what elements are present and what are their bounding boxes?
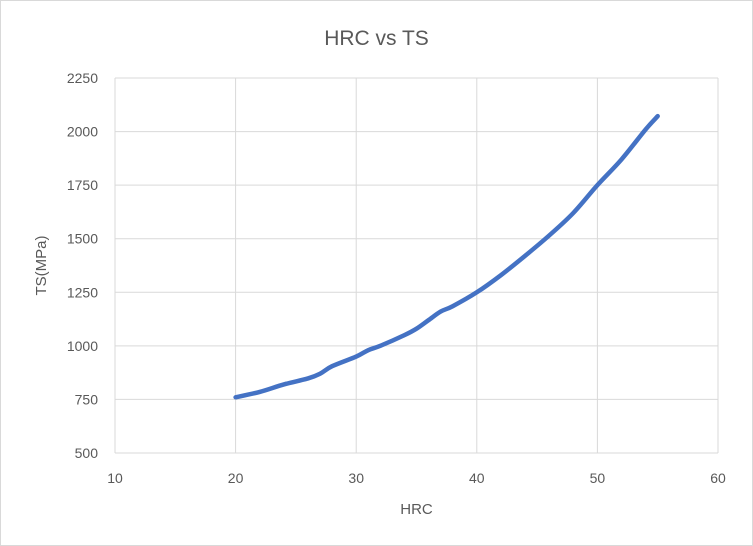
x-tick-label: 60 xyxy=(710,470,726,486)
series-point xyxy=(258,390,262,394)
series-point xyxy=(475,290,479,294)
series-point xyxy=(378,344,382,348)
series-point xyxy=(619,157,623,161)
chart-grid xyxy=(114,77,719,454)
y-tick-label: 1250 xyxy=(67,284,98,300)
series-point xyxy=(306,376,310,380)
x-tick-label: 20 xyxy=(228,470,244,486)
x-tick-label: 10 xyxy=(107,470,123,486)
series-point xyxy=(330,364,334,368)
series-point xyxy=(643,127,647,131)
x-tick-label: 50 xyxy=(590,470,606,486)
series-point xyxy=(318,372,322,376)
series-point xyxy=(499,273,503,277)
series-point xyxy=(402,333,406,337)
series-point xyxy=(366,348,370,352)
series-line xyxy=(233,113,660,400)
series-point xyxy=(450,304,454,308)
y-tick-label: 1500 xyxy=(67,231,98,247)
series-point xyxy=(426,318,430,322)
y-tick-label: 2000 xyxy=(67,124,98,140)
series-point xyxy=(571,211,575,215)
x-axis-label: HRC xyxy=(400,501,433,518)
x-axis-ticks: 10 20 30 40 50 60 xyxy=(107,470,726,486)
series-point xyxy=(595,183,599,187)
y-tick-label: 750 xyxy=(75,391,99,407)
x-tick-label: 30 xyxy=(348,470,364,486)
chart-title: HRC vs TS xyxy=(324,27,429,50)
series-point xyxy=(354,354,358,358)
series-point xyxy=(523,254,527,258)
series-point xyxy=(438,309,442,313)
y-tick-label: 500 xyxy=(75,445,99,461)
y-tick-label: 2250 xyxy=(67,70,98,86)
series-point xyxy=(656,114,660,118)
series-layer xyxy=(233,113,660,400)
series-point xyxy=(414,327,418,331)
series-point xyxy=(547,233,551,237)
y-axis-label: TS(MPa) xyxy=(33,235,50,295)
x-tick-label: 40 xyxy=(469,470,485,486)
y-axis-ticks: 500 750 1000 1250 1500 1750 2000 2250 xyxy=(67,70,98,461)
y-tick-label: 1750 xyxy=(67,177,98,193)
series-point xyxy=(282,382,286,386)
y-tick-label: 1000 xyxy=(67,338,98,354)
series-point xyxy=(233,395,237,399)
